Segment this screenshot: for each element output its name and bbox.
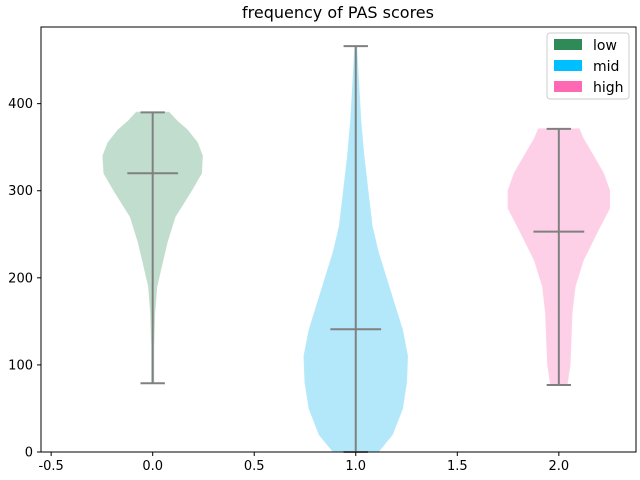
x-tick-label: 1.0 — [345, 459, 366, 474]
legend: low mid high — [546, 32, 630, 100]
y-tick-label: 300 — [8, 184, 33, 199]
legend-swatch-high — [554, 81, 582, 92]
legend-swatch-mid — [554, 60, 582, 71]
legend-swatch-low — [554, 39, 582, 50]
stat-lines-group — [127, 45, 585, 453]
legend-label-high: high — [593, 80, 624, 96]
legend-label-mid: mid — [593, 59, 619, 75]
y-tick-label: 200 — [8, 271, 33, 286]
plot-frame — [40, 26, 637, 453]
x-tick-label: -0.5 — [38, 459, 63, 474]
y-tick-label: 0 — [25, 446, 33, 461]
legend-label-low: low — [593, 38, 617, 54]
y-tick-label: 100 — [8, 358, 33, 373]
y-tick-label: 400 — [8, 97, 33, 112]
x-tick-label: 0.0 — [142, 459, 163, 474]
x-tick-label: 1.5 — [447, 459, 468, 474]
y-axis: 0 100 200 300 400 — [8, 97, 41, 461]
x-axis: -0.5 0.0 0.5 1.0 1.5 2.0 — [38, 452, 569, 474]
x-tick-label: 2.0 — [548, 459, 569, 474]
chart-title: frequency of PAS scores — [242, 3, 434, 22]
x-tick-label: 0.5 — [244, 459, 265, 474]
